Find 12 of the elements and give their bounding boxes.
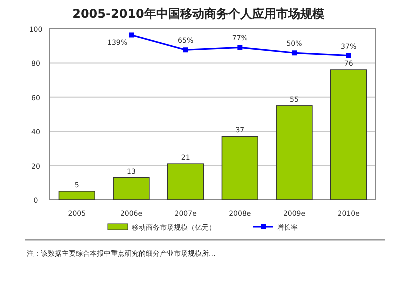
point bbox=[292, 50, 297, 56]
point bbox=[346, 53, 352, 58]
bar bbox=[222, 136, 258, 200]
bar bbox=[58, 191, 96, 200]
bar bbox=[276, 106, 313, 200]
bar bbox=[330, 70, 368, 200]
bar bbox=[168, 164, 204, 200]
point bbox=[238, 45, 243, 50]
point bbox=[183, 48, 188, 53]
point bbox=[129, 32, 134, 38]
chart-title: 2005-2010年中国移动商务个人应用市场规模 bbox=[72, 7, 324, 21]
bar bbox=[113, 177, 150, 200]
